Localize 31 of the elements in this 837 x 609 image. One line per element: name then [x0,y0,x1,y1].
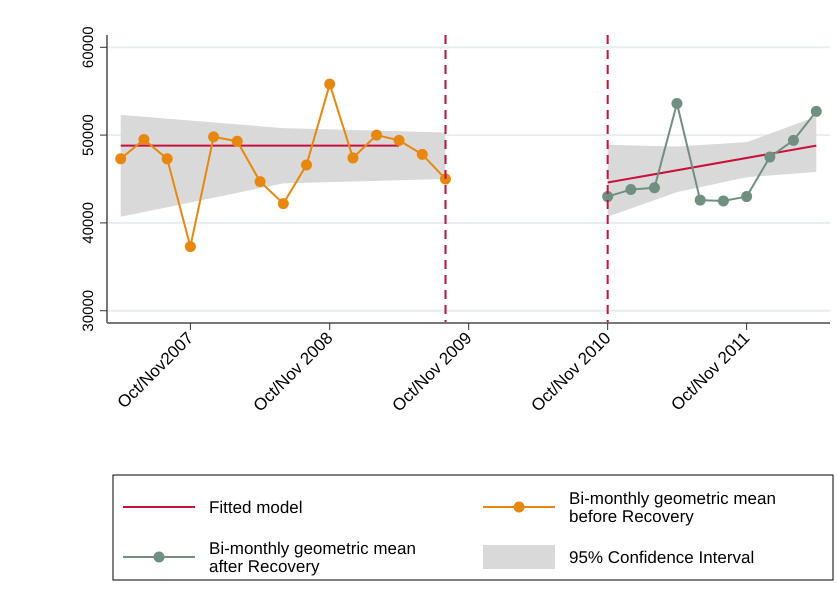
point [648,182,660,194]
y-tick-label: 30000 [80,290,97,332]
legend-label: Fitted model [209,498,303,517]
legend-label: 95% Confidence Interval [569,548,754,567]
point [162,153,173,164]
point [347,152,358,164]
point [416,148,428,160]
point [694,194,706,206]
point [671,98,682,109]
point [278,198,289,210]
y-tick-label: 60000 [80,26,97,68]
point [301,159,312,170]
point [394,134,405,146]
y-tick-label: 50000 [80,114,97,156]
point [741,191,752,202]
point [138,134,150,145]
point [254,176,266,188]
point [324,78,336,90]
point [625,184,636,196]
point [115,153,126,164]
point [810,106,822,117]
point [232,136,243,147]
point [764,152,776,163]
point [788,134,799,146]
point [371,130,382,141]
point [718,195,729,206]
point [208,131,220,142]
legend-label: Bi-monthly geometric mean after Recovery [209,539,416,576]
point [184,241,196,252]
y-tick-label: 40000 [80,202,97,244]
legend-label: Bi-monthly geometric mean before Recovery [569,489,776,526]
